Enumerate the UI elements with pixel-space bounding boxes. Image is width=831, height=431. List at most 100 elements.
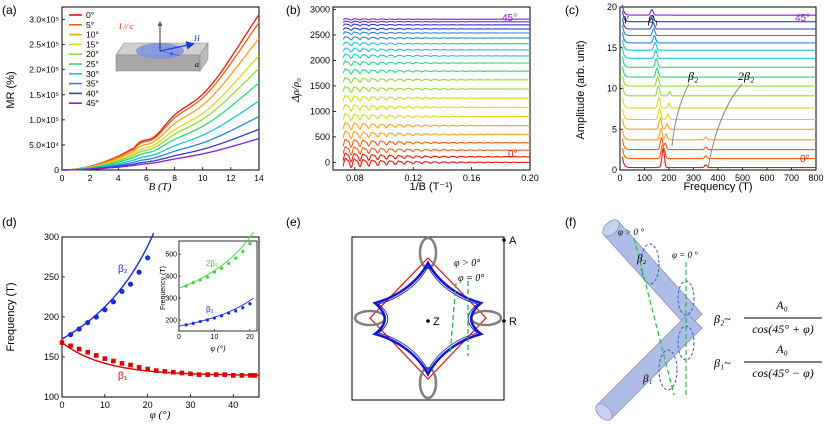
legend-label: 20° xyxy=(86,49,99,59)
oscillation-curve xyxy=(342,145,531,156)
panel-a-curves xyxy=(62,14,260,171)
panel-f-cylinders: (f) φ > 0 ° φ = 0 ° β₂ β₁ β₂~ A₀ cos(45°… xyxy=(565,215,822,421)
beta2-point xyxy=(136,269,142,275)
panel-c-xtick-label: 100 xyxy=(637,173,652,183)
beta1-point xyxy=(179,370,185,376)
inset-2beta2-point xyxy=(219,266,224,270)
panel-c-beta1-label: β₁ xyxy=(647,12,658,26)
inset-angle-label: φ xyxy=(170,51,174,57)
panel-b-ytick-label: 2000 xyxy=(310,55,330,65)
oscillation-curve xyxy=(342,157,531,169)
panel-d-ylabel: Frequency (T) xyxy=(5,282,17,351)
panel-a-xtick-label: 14 xyxy=(254,173,264,183)
inset-2beta2-point xyxy=(227,261,231,265)
legend-label: 45° xyxy=(86,98,99,108)
beta1-orbit xyxy=(658,349,678,391)
panel-a-ytick-label: 1.5×10⁵ xyxy=(29,90,59,100)
oscillation-curve xyxy=(342,53,530,59)
inset-2beta2-point xyxy=(198,278,202,282)
panel-b-ytick-label: 500 xyxy=(315,132,330,142)
panel-c-xtick-label: 200 xyxy=(661,173,676,183)
fft-curve xyxy=(621,107,816,121)
oscillation-curve xyxy=(342,31,530,36)
inset-2beta2-point xyxy=(248,242,252,246)
panel-c-ytick-label: 15 xyxy=(607,43,617,53)
panel-c-xtick-label: 0 xyxy=(617,173,622,183)
panel-c-xtick-label: 700 xyxy=(784,173,799,183)
oscillation-curve xyxy=(342,27,530,31)
panel-f-beta1-label: β₁ xyxy=(642,373,652,385)
beta2-point xyxy=(127,281,134,287)
panel-b-oscillations: (b) 0.08 0.12 0.16 0.20 0 500 1000 1500 2000 2500… xyxy=(286,3,539,193)
legend-label: 0° xyxy=(86,10,94,20)
panel-c-gamma-label: γ xyxy=(624,12,629,24)
panel-a-xtick-label: 12 xyxy=(226,173,236,183)
panel-d-frequency-vs-angle: (d) 0 10 20 30 40 100 150 200 250 300 β₂ β₁ 0 10 20… xyxy=(2,215,260,421)
panel-b-ytick-label: 0 xyxy=(325,157,330,167)
panel-a-frame xyxy=(61,6,260,171)
panel-b-ticks: 0.08 0.12 0.16 0.20 0 500 1000 1500 2000 2500 3000 xyxy=(310,5,539,183)
fft-curve xyxy=(621,24,816,37)
blue-fermi-contour-inner xyxy=(377,265,479,371)
beta1-point xyxy=(196,372,202,377)
blue-fermi-contour xyxy=(372,260,484,377)
oscillation-curve xyxy=(342,47,530,53)
beta1-point xyxy=(153,368,159,373)
beta1-point xyxy=(252,373,258,378)
panel-c-frame xyxy=(619,6,817,171)
inset-beta2-point xyxy=(248,302,252,306)
inset-beta2-point xyxy=(198,319,202,324)
mr-curve xyxy=(62,137,260,171)
panel-a-xtick-label: 10 xyxy=(198,173,208,183)
fft-curve xyxy=(621,127,816,141)
beta1-point xyxy=(213,372,219,377)
fft-curve xyxy=(621,39,816,51)
panel-d-ytick-label: 300 xyxy=(44,232,59,242)
beta1-point xyxy=(239,373,245,378)
fft-curve xyxy=(621,32,816,44)
inset-xtick-label: 10 xyxy=(211,334,219,341)
fft-curve xyxy=(621,144,816,160)
panel-c-xtick-label: 400 xyxy=(710,173,725,183)
beta1-point xyxy=(102,356,108,361)
mr-curve xyxy=(62,128,260,171)
inset-2beta2-point xyxy=(234,256,238,260)
beta2-point xyxy=(76,326,82,332)
panel-a-ytick-label: 5.0×10⁴ xyxy=(29,140,59,150)
panel-b-frame xyxy=(332,6,531,171)
legend-label: 15° xyxy=(86,39,99,49)
panel-c-xlabel: Frequency (T) xyxy=(683,181,752,193)
panel-c-ytick-label: 10 xyxy=(607,84,617,94)
panel-a-inset-schematic: I // c H φ a xyxy=(115,21,209,72)
a-point-label: A xyxy=(509,235,517,247)
legend-label: 30° xyxy=(86,69,99,79)
inset-beta2-point xyxy=(184,323,188,327)
panel-a-xtick-label: 4 xyxy=(116,173,121,183)
panel-a-ytick-label: 1.0×10⁵ xyxy=(29,115,59,125)
inset-beta2-point xyxy=(212,316,217,320)
panel-c-ytick-label: 0 xyxy=(612,165,617,175)
panel-d-beta1-label: β₁ xyxy=(118,371,128,382)
beta1-point xyxy=(128,362,133,368)
oscillation-curve xyxy=(342,18,530,21)
legend-label: 5° xyxy=(86,20,94,30)
oscillation-curve xyxy=(342,130,531,140)
panel-b-xtick-label: 0.16 xyxy=(463,173,481,183)
fft-curve xyxy=(621,75,816,87)
formula-beta1: β₁~ A₀ cos(45° − φ) xyxy=(713,342,822,380)
panel-a-xtick-label: 8 xyxy=(172,173,177,183)
panel-b-xlabel: 1/B (T⁻¹) xyxy=(409,181,452,193)
panel-e-fermi-surface: (e) Z φ > 0° φ = 0° A R xyxy=(286,215,517,401)
inset-2beta2-point xyxy=(191,281,195,285)
formula-beta1-num: A₀ xyxy=(775,342,788,356)
panel-d-xtick-label: 20 xyxy=(143,400,153,410)
panel-f-beta2-label: β₂ xyxy=(636,253,646,265)
formula-beta2-num: A₀ xyxy=(775,298,788,312)
fft-curve xyxy=(621,47,816,59)
inset-beta2-point xyxy=(191,321,195,325)
panel-d-xtick-label: 0 xyxy=(59,400,64,410)
fft-curve xyxy=(621,66,816,78)
panel-c-xtick-label: 500 xyxy=(735,173,750,183)
oscillation-curve xyxy=(342,86,531,94)
